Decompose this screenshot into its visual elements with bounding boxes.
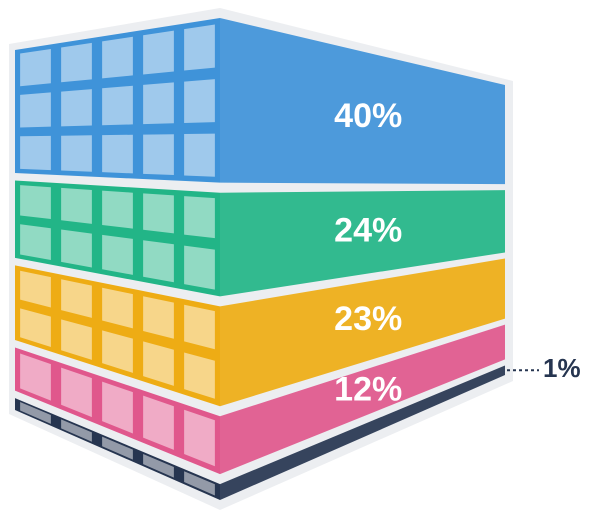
- window: [61, 187, 92, 224]
- window: [61, 89, 92, 127]
- window: [61, 319, 92, 360]
- value-label: 12%: [334, 371, 402, 409]
- window: [143, 453, 174, 478]
- block-side: [220, 18, 505, 185]
- window: [61, 419, 92, 442]
- window: [20, 185, 51, 220]
- window: [143, 341, 174, 386]
- window: [143, 395, 174, 450]
- window: [184, 304, 215, 350]
- window: [102, 330, 133, 373]
- window: [143, 134, 174, 176]
- block-side: [220, 365, 505, 500]
- window: [20, 92, 51, 128]
- window: [143, 240, 174, 283]
- window: [184, 409, 215, 467]
- window: [143, 193, 174, 234]
- window: [143, 82, 174, 125]
- window: [20, 308, 51, 347]
- window: [102, 85, 133, 126]
- window: [61, 279, 92, 318]
- window: [102, 287, 133, 329]
- window: [20, 135, 51, 171]
- window: [184, 196, 215, 239]
- window: [61, 367, 92, 418]
- block-side: [220, 324, 505, 475]
- value-label: 24%: [334, 211, 402, 249]
- window: [20, 224, 51, 261]
- window: [184, 471, 215, 496]
- window: [184, 79, 215, 123]
- window: [143, 30, 174, 75]
- value-label: 23%: [334, 300, 402, 338]
- window: [102, 436, 133, 460]
- window: [184, 133, 215, 177]
- window: [20, 48, 51, 87]
- block-side: [220, 258, 505, 407]
- window: [102, 381, 133, 434]
- window: [20, 353, 51, 401]
- window: [184, 24, 215, 71]
- window: [102, 134, 133, 174]
- value-label: 40%: [334, 97, 402, 135]
- window: [20, 270, 51, 308]
- window: [184, 245, 215, 290]
- value-label: 1%: [543, 353, 581, 383]
- window: [61, 42, 92, 83]
- window: [102, 190, 133, 229]
- window: [20, 402, 51, 424]
- window: [184, 352, 215, 399]
- window: [102, 234, 133, 275]
- window: [61, 135, 92, 172]
- block-side: [220, 190, 505, 297]
- window: [102, 36, 133, 79]
- window: [61, 229, 92, 268]
- window: [143, 296, 174, 339]
